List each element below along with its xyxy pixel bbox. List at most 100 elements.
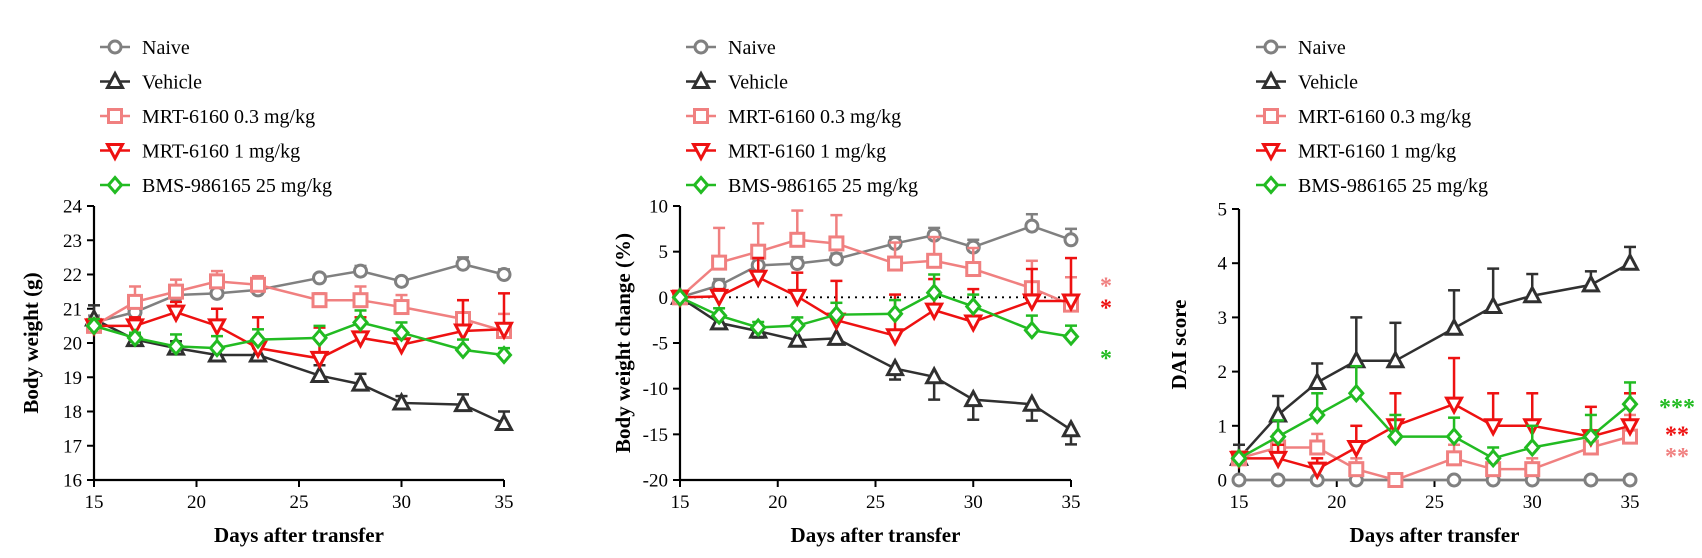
data-point [924,302,945,322]
data-point [1060,293,1082,313]
series-line [679,291,1072,338]
data-point [167,336,185,357]
x-tick-label: 20 [768,492,787,513]
data-point [711,254,728,271]
legend-label: Naive [728,37,776,59]
series-triangle-down [669,256,1082,347]
data-point [391,391,412,411]
legend-label: MRT-6160 0.3 mg/kg [142,106,315,128]
legend-marker-diamond [1262,175,1280,195]
data-point [352,292,369,309]
data-point [828,235,845,252]
y-tick-label: 22 [63,265,82,286]
y-tick-label: 20 [63,334,82,355]
data-point [1483,295,1504,315]
y-tick-label: 21 [63,299,82,320]
legend: Naive Vehicle MRT-6160 0.3 mg/kg MRT-6160 1… [1256,37,1488,197]
data-point [1483,418,1504,437]
data-point [1524,461,1541,478]
legend-marker-circle [1263,39,1279,55]
y-tick-label: 16 [63,471,82,492]
series-line [679,224,1072,299]
x-tick-label: 25 [866,492,885,513]
y-tick-label: -20 [643,471,668,492]
legend-marker-triangle-up [1260,70,1282,89]
significance-marker: *** [1659,395,1695,421]
y-tick-label: -10 [643,379,668,400]
data-point [1446,450,1463,467]
data-point [926,252,943,269]
data-point [1619,252,1641,271]
data-point [671,287,689,308]
data-point [1230,448,1248,469]
data-point [1446,472,1462,488]
series-line [679,238,1072,306]
data-point [1523,437,1541,458]
legend-label: BMS-986165 25 mg/kg [728,175,918,197]
data-point [787,329,808,348]
chart-panel-1: Naive Vehicle MRT-6160 0.3 mg/kg MRT-6160 1… [19,37,515,547]
data-point [127,293,143,310]
series-diamond [671,273,1080,347]
data-point [1619,418,1641,437]
data-point [249,329,267,350]
data-point [311,292,328,309]
data-point [1063,232,1079,248]
series-diamond [85,309,513,365]
series-square [672,209,1079,313]
significance-marker: ** [1665,444,1689,470]
y-tick-label: 17 [63,436,82,457]
x-tick-label: 35 [1062,492,1081,513]
legend: Naive Vehicle MRT-6160 0.3 mg/kg MRT-6160 1… [686,37,918,197]
data-point [1270,472,1286,488]
series-triangle-up [83,304,515,431]
data-point [887,255,904,272]
data-point [965,261,982,278]
data-point [350,330,371,350]
y-tick-label: 19 [63,368,82,389]
legend-marker-circle [693,39,709,55]
y-axis-title: Body weight (g) [19,272,43,413]
data-point [393,299,410,316]
x-tick-label: 35 [1621,492,1640,513]
x-axis-title: Days after transfer [1350,523,1520,547]
data-point [209,273,225,290]
legend-label: BMS-986165 25 mg/kg [1298,175,1488,197]
data-point [1621,394,1639,414]
chart-panel-2: Naive Vehicle MRT-6160 0.3 mg/kg MRT-6160 1… [611,37,1112,547]
legend-label: Vehicle [728,72,788,94]
data-point [493,412,515,431]
y-tick-label: 24 [63,197,83,218]
series-line [1238,435,1631,482]
y-tick-label: 5 [659,242,669,263]
data-point [826,327,847,346]
legend-marker-square [107,108,123,124]
data-point [452,393,474,413]
data-point [452,323,474,343]
x-tick-label: 30 [964,492,983,513]
data-point [1346,439,1367,459]
y-tick-label: 5 [1218,200,1228,221]
data-point [124,318,146,338]
data-point [394,273,409,289]
legend-marker-circle [107,39,123,55]
data-point [789,256,805,272]
data-point [1021,393,1042,412]
series-line [1238,391,1631,460]
x-tick-label: 30 [1523,492,1542,513]
data-point [1385,349,1406,369]
legend-marker-triangle-down [1260,143,1282,162]
y-tick-label: 23 [63,231,82,252]
legend-marker-triangle-up [690,70,712,89]
data-point [1024,218,1040,234]
data-point [1307,461,1328,481]
data-point [750,243,767,260]
data-point [964,296,982,317]
data-point [311,328,328,348]
data-point [206,318,228,338]
data-point [85,316,103,336]
legend-label: BMS-986165 25 mg/kg [142,175,332,197]
x-tick-label: 30 [392,492,411,513]
data-point [709,288,730,308]
legend-label: MRT-6160 0.3 mg/kg [1298,106,1471,128]
